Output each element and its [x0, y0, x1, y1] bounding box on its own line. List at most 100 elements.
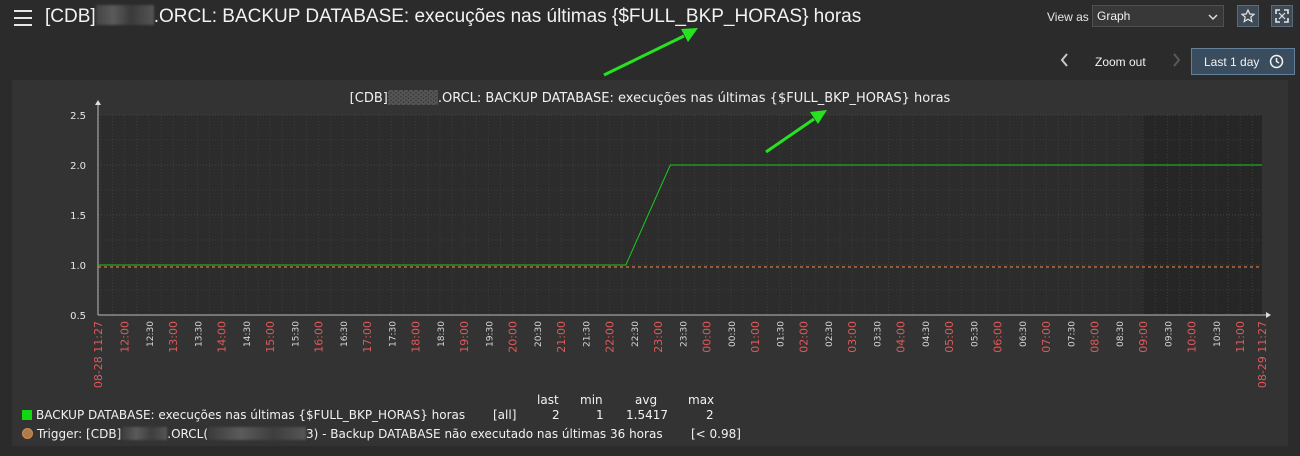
x-tick-label: 20:00 — [507, 321, 520, 353]
x-tick-label: 14:30 — [243, 321, 253, 347]
legend-col-last: last — [537, 393, 559, 407]
x-tick-label: 06:30 — [1019, 321, 1029, 347]
legend-col-avg: avg — [635, 393, 658, 407]
x-tick-label: 19:00 — [458, 321, 471, 353]
x-tick-label: 17:30 — [388, 321, 398, 347]
time-control-bar — [0, 40, 1300, 80]
x-tick-label: 08:00 — [1089, 321, 1102, 353]
x-tick-label: 11:00 — [1234, 321, 1247, 353]
x-tick-label: 21:30 — [582, 321, 592, 347]
x-tick-label: 01:30 — [776, 321, 786, 347]
y-tick-label: 1.0 — [70, 261, 86, 272]
x-tick-label: 15:30 — [291, 321, 301, 347]
trigger-color-swatch — [22, 428, 33, 439]
x-tick-label: 17:00 — [361, 321, 374, 353]
annotation-arrow — [765, 110, 827, 154]
graph-canvas: 2.5 2.0 1.5 1.0 0.5 08-28 11:27 12:00 12:30 13:… — [70, 90, 1271, 388]
x-tick-label: 19:30 — [485, 321, 495, 347]
x-tick-label: 22:30 — [631, 321, 641, 347]
legend-trigger-row: Trigger: [CDB] .ORCL(3) - Backup DATABASE… — [22, 427, 663, 441]
x-tick-label: 18:30 — [437, 321, 447, 347]
x-tick-label: 13:00 — [167, 321, 180, 353]
view-as-label: View as — [1047, 10, 1089, 24]
y-tick-label: 1.5 — [70, 211, 86, 222]
x-tick-label: 20:30 — [534, 321, 544, 347]
x-tick-label: 22:00 — [604, 321, 617, 353]
legend-series-func: [all] — [493, 408, 517, 422]
x-tick-label: 01:00 — [749, 321, 762, 353]
x-tick-label: 02:00 — [798, 321, 811, 353]
legend-series-name: BACKUP DATABASE: execuções nas últimas {… — [36, 408, 466, 422]
annotation-arrow — [603, 28, 698, 77]
view-as-value: Graph — [1097, 9, 1131, 23]
x-tick-label: 10:00 — [1186, 321, 1199, 353]
fullscreen-button[interactable] — [1271, 5, 1293, 27]
page-title-prefix: [CDB] — [45, 6, 96, 27]
x-tick-label: 08-29 11:27 — [1256, 321, 1269, 388]
x-tick-label: 03:00 — [846, 321, 859, 353]
x-axis: 08-28 11:27 12:00 12:30 13:00 13:30 14:00 14:3… — [92, 321, 1269, 388]
x-tick-label: 12:00 — [119, 321, 132, 353]
chevron-left-icon[interactable] — [1059, 52, 1071, 68]
redacted-host — [121, 427, 168, 440]
page-header: [CDB] .ORCL: BACKUP DATABASE: execuções n… — [0, 0, 1300, 40]
y-axis: 2.5 2.0 1.5 1.0 0.5 — [70, 111, 86, 322]
y-tick-label: 2.0 — [70, 161, 86, 172]
graph-title-prefix: [CDB] — [350, 91, 388, 106]
clock-icon — [1269, 54, 1284, 69]
legend-trigger-prefix: Trigger: [CDB] — [37, 427, 122, 441]
x-tick-label: 02:30 — [825, 321, 835, 347]
y-tick-label: 2.5 — [70, 111, 86, 122]
redacted-host — [95, 5, 154, 25]
x-tick-label: 08:30 — [1116, 321, 1126, 347]
x-tick-label: 14:00 — [216, 321, 229, 353]
x-tick-label: 21:00 — [555, 321, 568, 353]
x-tick-label: 16:30 — [340, 321, 350, 347]
x-tick-label: 13:30 — [194, 321, 204, 347]
legend-series-min: 1 — [596, 408, 604, 422]
chevron-right-icon[interactable] — [1170, 52, 1182, 68]
time-period-label: Last 1 day — [1204, 55, 1260, 69]
x-tick-label: 10:30 — [1213, 321, 1223, 347]
page-title-suffix: .ORCL: BACKUP DATABASE: execuções nas úl… — [153, 6, 862, 27]
chevron-down-icon — [1208, 14, 1218, 21]
legend-series-max: 2 — [706, 408, 714, 422]
legend-series-last: 2 — [552, 408, 560, 422]
x-tick-label: 04:00 — [895, 321, 908, 353]
x-tick-label: 07:30 — [1067, 321, 1077, 347]
x-tick-label: 04:30 — [922, 321, 932, 347]
x-tick-label: 08-28 11:27 — [92, 321, 105, 388]
x-tick-label: 15:00 — [264, 321, 277, 353]
y-axis-arrow-icon — [95, 100, 101, 105]
y-tick-label: 0.5 — [70, 311, 86, 322]
legend-trigger-cond: [< 0.98] — [691, 427, 741, 441]
favorite-button[interactable] — [1237, 5, 1259, 27]
legend-col-min: min — [580, 393, 603, 407]
x-tick-label: 06:00 — [992, 321, 1005, 353]
redacted-host — [208, 427, 306, 440]
x-tick-label: 18:00 — [410, 321, 423, 353]
redacted-host: ▓▓▓▓▓ — [388, 90, 438, 106]
time-period-button[interactable]: Last 1 day — [1191, 48, 1295, 75]
x-tick-label: 09:00 — [1137, 321, 1150, 353]
x-tick-label: 05:00 — [943, 321, 956, 353]
view-as-select[interactable]: Graph — [1092, 5, 1224, 27]
zoom-out-button[interactable]: Zoom out — [1095, 55, 1146, 69]
x-tick-label: 00:00 — [701, 321, 714, 353]
x-tick-label: 07:00 — [1040, 321, 1053, 353]
x-tick-label: 23:00 — [652, 321, 665, 353]
graph-title: [CDB]▓▓▓▓▓.ORCL: BACKUP DATABASE: execuç… — [350, 90, 951, 106]
menu-icon[interactable] — [14, 10, 32, 26]
x-tick-label: 12:30 — [146, 321, 156, 347]
series-line — [98, 164, 1262, 266]
series-color-swatch — [22, 410, 32, 420]
fullscreen-icon — [1275, 9, 1289, 23]
legend-col-max: max — [688, 393, 715, 407]
x-tick-label: 16:00 — [313, 321, 326, 353]
page-title: [CDB] .ORCL: BACKUP DATABASE: execuções n… — [45, 5, 861, 29]
x-tick-label: 23:30 — [679, 321, 689, 347]
x-tick-label: 05:30 — [970, 321, 980, 347]
graph-title-suffix: .ORCL: BACKUP DATABASE: execuções nas úl… — [438, 91, 951, 106]
legend-trigger-mid: .ORCL( — [167, 427, 208, 441]
